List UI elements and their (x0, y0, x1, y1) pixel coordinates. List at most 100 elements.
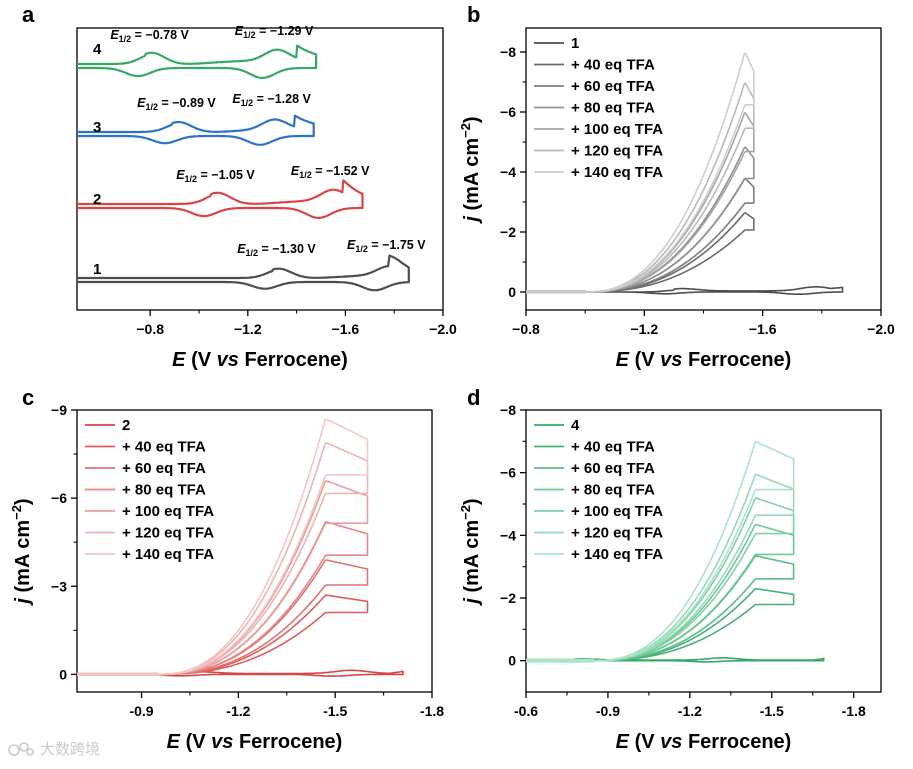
trace-1: 1 E1/2 = −1.30 V E1/2 = −1.75 V (77, 238, 426, 292)
trace-1-label: 1 (93, 261, 101, 278)
panel-a-xtick-label: −0.8 (136, 321, 164, 337)
trace-2-curve (77, 179, 364, 219)
panel-d-legend-label: + 100 eq TFA (571, 503, 663, 520)
panel-label-d: d (467, 385, 480, 410)
panel-b-y-axis-label: j (mA cm−2) (458, 116, 483, 224)
panel-d-ytick-label: −6 (500, 465, 516, 481)
panel-b: b −0.8 −1.2 −1.6 −2.0 E (V vs Ferrocene) 0 −2 −4… (458, 2, 895, 371)
panel-c: c -0.9 -1.2 -1.5 -1.8 E (V vs Ferrocene) 0 −3 −6… (9, 385, 444, 753)
panel-b-legend-label: + 120 eq TFA (571, 143, 663, 160)
panel-b-ytick-label: −6 (500, 104, 516, 120)
e-half-label: E1/2 = −1.75 V (347, 238, 426, 254)
panel-d-xtick-label: -0.6 (514, 703, 538, 719)
panel-c-xtick-label: -0.9 (129, 703, 153, 719)
trace-2-label: 2 (93, 191, 101, 208)
trace-tfa-2-curve (77, 559, 369, 676)
panel-b-x-axis-label: E (V vs Ferrocene) (616, 349, 792, 371)
panel-label-a: a (22, 2, 35, 27)
e-half-label: E1/2 = −1.30 V (237, 242, 316, 258)
panel-c-ytick-label: −3 (51, 578, 67, 594)
panel-c-legend-label: + 100 eq TFA (122, 503, 214, 520)
panel-d-ytick-label: −2 (500, 590, 516, 606)
panel-d-legend-label: + 120 eq TFA (571, 525, 663, 542)
panel-c-ytick-label: −9 (51, 402, 67, 418)
panel-a-xtick-label: −1.2 (234, 321, 262, 337)
panel-d-plot-area (526, 440, 825, 663)
panel-d: d -0.6 -0.9 -1.2 -1.5 -1.8 E (V vs Ferrocene) 0… (458, 385, 882, 753)
panel-d-ytick-label: −8 (500, 402, 516, 418)
e-half-label: E1/2 = −0.78 V (110, 28, 189, 44)
panel-c-legend-label: + 140 eq TFA (122, 546, 214, 563)
panel-c-ytick-label: 0 (59, 666, 67, 682)
panel-d-xtick-label: -1.8 (842, 703, 866, 719)
panel-d-legend-label: + 60 eq TFA (571, 460, 655, 477)
watermark: 大数跨境 (8, 738, 100, 759)
trace-tfa-6-curve (526, 52, 755, 294)
panel-d-ytick-label: −4 (500, 527, 516, 543)
watermark-text: 大数跨境 (40, 740, 101, 758)
panel-label-b: b (467, 2, 480, 27)
panel-c-plot-area (77, 418, 404, 677)
panel-d-xtick-label: -1.2 (678, 703, 702, 719)
e-half-label: E1/2 = −1.28 V (232, 92, 311, 108)
trace-4-label: 4 (93, 41, 102, 58)
trace-tfa-6-curve (526, 440, 795, 663)
panel-c-xtick-label: -1.2 (226, 703, 250, 719)
panel-c-legend-label: + 120 eq TFA (122, 525, 214, 542)
panel-b-legend-label: + 40 eq TFA (571, 57, 655, 74)
panel-b-legend-label: + 140 eq TFA (571, 164, 663, 181)
trace-2: 2 E1/2 = −1.05 V E1/2 = −1.52 V (77, 164, 370, 219)
panel-b-ytick-label: −2 (500, 224, 516, 240)
panel-b-legend-label: + 100 eq TFA (571, 121, 663, 138)
panel-b-xtick-label: −1.6 (749, 321, 777, 337)
panel-c-y-axis-label: j (mA cm−2) (9, 498, 34, 606)
trace-tfa-4-curve (526, 497, 795, 663)
panel-d-legend-label: + 40 eq TFA (571, 439, 655, 456)
panel-d-xtick-label: -1.5 (760, 703, 784, 719)
trace-3-curve (76, 114, 315, 146)
panel-b-plot-area (526, 52, 844, 295)
e-half-label: E1/2 = −1.52 V (291, 164, 370, 180)
panel-d-y-axis-label: j (mA cm−2) (458, 498, 483, 606)
trace-3-label: 3 (93, 119, 101, 136)
panel-d-xtick-label: -0.9 (596, 703, 620, 719)
panel-c-xtick-label: -1.8 (420, 703, 444, 719)
panel-c-legend-label: + 40 eq TFA (122, 439, 206, 456)
panel-a-plot-frame (76, 27, 444, 311)
panel-d-x-axis-label: E (V vs Ferrocene) (616, 731, 792, 753)
trace-4: 4 E1/2 = −0.78 V E1/2 = −1.29 V (76, 24, 318, 79)
panel-a-x-axis-label: E (V vs Ferrocene) (172, 349, 348, 371)
panel-b-xtick-label: −1.2 (631, 321, 659, 337)
panel-c-legend-label: + 60 eq TFA (122, 460, 206, 477)
panel-c-plot-frame (76, 409, 433, 693)
panel-a: a −0.8 −1.2 −1.6 −2.0 E (V vs Ferrocene) 4 E1/2… (22, 2, 457, 371)
panel-d-ytick-label: 0 (508, 653, 516, 669)
panel-b-ytick-label: −8 (500, 44, 516, 60)
trace-tfa-4-curve (526, 112, 755, 294)
panel-c-legend-label: 2 (122, 417, 130, 434)
panel-b-legend-label: + 60 eq TFA (571, 78, 655, 95)
panel-d-legend-label: 4 (571, 417, 580, 434)
e-half-label: E1/2 = −1.29 V (235, 24, 314, 40)
e-half-label: E1/2 = −0.89 V (137, 96, 216, 112)
trace-1-curve (77, 254, 410, 292)
trace-tfa-4-curve (77, 480, 369, 676)
panel-b-xtick-label: −2.0 (867, 321, 895, 337)
panel-c-xtick-label: -1.5 (323, 703, 347, 719)
trace-1-curve (526, 286, 844, 295)
e-half-label: E1/2 = −1.05 V (176, 168, 255, 184)
panel-b-xtick-label: −0.8 (512, 321, 540, 337)
panel-d-legend-label: + 80 eq TFA (571, 482, 655, 499)
trace-4-curve (76, 44, 318, 79)
panel-d-plot-frame (525, 409, 882, 693)
panel-c-x-axis-label: E (V vs Ferrocene) (167, 731, 343, 753)
panel-b-legend-label: + 80 eq TFA (571, 100, 655, 117)
panel-b-ytick-label: −4 (500, 164, 516, 180)
panel-c-ytick-label: −6 (51, 490, 67, 506)
trace-3: 3 E1/2 = −0.89 V E1/2 = −1.28 V (76, 92, 315, 146)
trace-tfa-6-curve (77, 418, 369, 676)
panel-b-ytick-label: 0 (508, 284, 516, 300)
trace-tfa-3-curve (77, 521, 369, 676)
panel-a-xtick-label: −1.6 (332, 321, 360, 337)
